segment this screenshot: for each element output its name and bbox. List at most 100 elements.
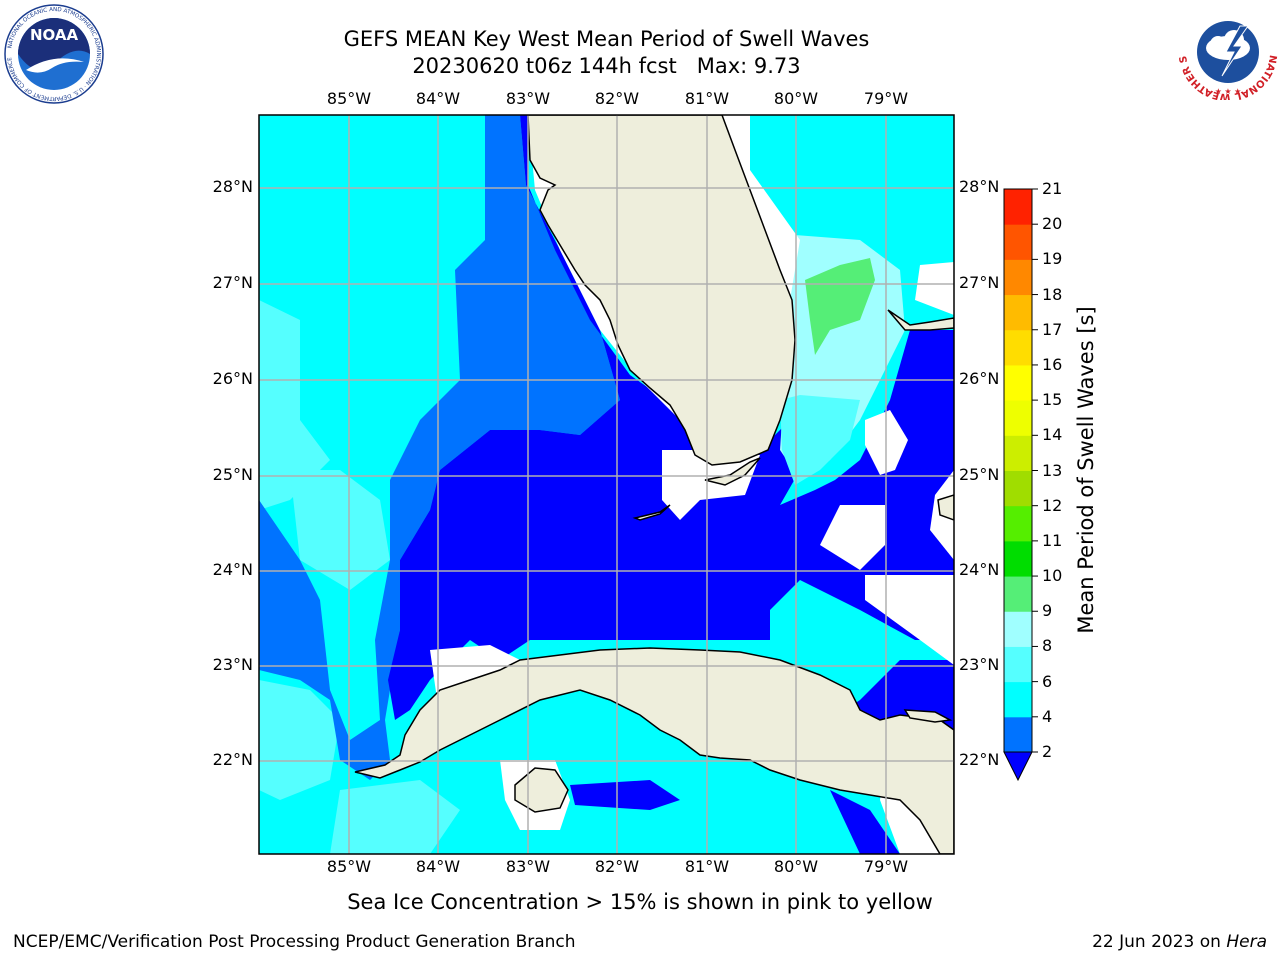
swell-band-8-9-west: [259, 680, 340, 800]
swell-band-8-9-west: [290, 470, 390, 590]
map-area: [259, 115, 954, 854]
lon-label-top: 84°W: [415, 89, 461, 108]
colorbar-segment: [1004, 189, 1032, 225]
colorbar-segment: [1004, 470, 1032, 507]
lon-label-bottom: 85°W: [326, 857, 372, 876]
swell-band-8-9-west: [330, 780, 460, 854]
lon-label-top: 79°W: [863, 89, 909, 108]
lat-label-left: 27°N: [212, 273, 253, 292]
lat-label-right: 25°N: [959, 465, 1000, 484]
footer-date: 22 Jun 2023 on Hera: [1092, 932, 1267, 952]
bahamas-land: [903, 709, 953, 723]
florida-land: [527, 115, 796, 466]
colorbar-segment: [1004, 224, 1032, 260]
colorbar-tick-label: 18: [1042, 284, 1063, 304]
lat-label-left: 26°N: [212, 369, 253, 388]
colorbar-tick-label: 12: [1042, 495, 1063, 515]
colorbar-tick-label: 19: [1042, 249, 1063, 269]
swell-band-8-9: [780, 395, 860, 485]
lon-label-top: 85°W: [326, 89, 372, 108]
florida-keys-land: [704, 457, 761, 486]
lat-label-right: 22°N: [959, 750, 1000, 769]
lon-label-bottom: 81°W: [684, 857, 730, 876]
bahamas-land: [937, 494, 954, 521]
colorbar: [1003, 188, 1038, 782]
lat-label-right: 27°N: [959, 273, 1000, 292]
no-data-area: [915, 262, 954, 315]
colorbar-tick-label: 8: [1042, 636, 1053, 656]
colorbar-tick-label: 21: [1042, 179, 1063, 198]
colorbar-tick-label: 15: [1042, 390, 1063, 410]
lon-label-bottom: 83°W: [505, 857, 551, 876]
colorbar-segment: [1004, 646, 1032, 683]
lon-label-bottom: 82°W: [594, 857, 640, 876]
swell-band-8-9-west: [259, 300, 330, 510]
colorbar-tick-label: 13: [1042, 460, 1063, 480]
sea-ice-note: Sea Ice Concentration > 15% is shown in …: [347, 890, 933, 914]
lon-label-top: 83°W: [505, 89, 551, 108]
colorbar-tick-label: 6: [1042, 671, 1053, 691]
chart-title-line1: GEFS MEAN Key West Mean Period of Swell …: [343, 27, 870, 51]
colorbar-tick-label: 14: [1042, 425, 1063, 445]
svg-text:★ ★ ★: ★ ★ ★: [1215, 87, 1242, 96]
noaa-logo: NATIONAL OCEANIC AND ATMOSPHERIC ADMINIS…: [4, 4, 104, 104]
lon-label-top: 81°W: [684, 89, 730, 108]
colorbar-tick-label: 4: [1042, 706, 1053, 726]
colorbar-tick-label: 17: [1042, 319, 1063, 339]
colorbar-segment: [1004, 294, 1032, 331]
colorbar-segment: [1004, 611, 1032, 647]
colorbar-segment: [1004, 505, 1032, 542]
no-data-area: [865, 575, 954, 665]
colorbar-segment: [1004, 364, 1032, 401]
colorbar-tick-label: 2: [1042, 742, 1053, 761]
colorbar-tick-label: 10: [1042, 566, 1063, 586]
noaa-logo-text: NOAA: [30, 26, 79, 44]
lon-label-bottom: 80°W: [773, 857, 819, 876]
lat-label-left: 25°N: [212, 465, 253, 484]
lat-label-left: 23°N: [212, 655, 253, 674]
lat-label-right: 26°N: [959, 369, 1000, 388]
colorbar-segment: [1004, 400, 1032, 436]
florida-keys-land: [632, 504, 671, 521]
chart-title-line2: 20230620 t06z 144h fcst Max: 9.73: [412, 54, 801, 78]
colorbar-segment: [1004, 540, 1032, 577]
lat-label-right: 28°N: [959, 177, 1000, 196]
colorbar-segment: [1004, 681, 1032, 718]
footer-date-text: 22 Jun 2023 on: [1092, 932, 1227, 952]
cuba-land: [354, 647, 954, 854]
swell-band-2-4: [388, 115, 954, 720]
lon-label-bottom: 79°W: [863, 857, 909, 876]
lon-label-top: 80°W: [773, 89, 819, 108]
graticule: [259, 115, 954, 854]
colorbar-segment: [1004, 716, 1032, 753]
swell-band-4-6: [259, 115, 620, 780]
map-frame: [258, 114, 955, 855]
colorbar-label: Mean Period of Swell Waves [s]: [1074, 306, 1098, 634]
colorbar-segment: [1004, 329, 1032, 366]
no-data-area: [820, 505, 885, 570]
swell-band-10-11: [805, 258, 875, 355]
lat-label-left: 22°N: [212, 750, 253, 769]
no-data-area: [662, 450, 760, 520]
colorbar-tick-label: 16: [1042, 354, 1063, 374]
footer-branch: NCEP/EMC/Verification Post Processing Pr…: [13, 932, 576, 952]
lon-label-top: 82°W: [594, 89, 640, 108]
lat-label-right: 24°N: [959, 560, 1000, 579]
swell-band-2-4: [830, 790, 900, 854]
colorbar-segment: [1004, 259, 1032, 296]
colorbar-tick-label: 20: [1042, 214, 1063, 234]
swell-band-2-4: [570, 780, 680, 810]
bahamas-land: [887, 309, 954, 331]
colorbar-segment: [1004, 435, 1032, 471]
colorbar-segment: [1004, 576, 1032, 612]
colorbar-extend-triangle: [1003, 751, 1033, 782]
lat-label-left: 28°N: [212, 177, 253, 196]
footer-host: Hera: [1226, 932, 1267, 952]
lat-label-right: 23°N: [959, 655, 1000, 674]
colorbar-tick-label: 9: [1042, 601, 1053, 621]
nws-logo: NATIONAL WEATHER SERVICE ★ ★ ★: [1174, 0, 1278, 102]
lat-label-left: 24°N: [212, 560, 253, 579]
colorbar-tick-label: 11: [1042, 530, 1063, 550]
lon-label-bottom: 84°W: [415, 857, 461, 876]
